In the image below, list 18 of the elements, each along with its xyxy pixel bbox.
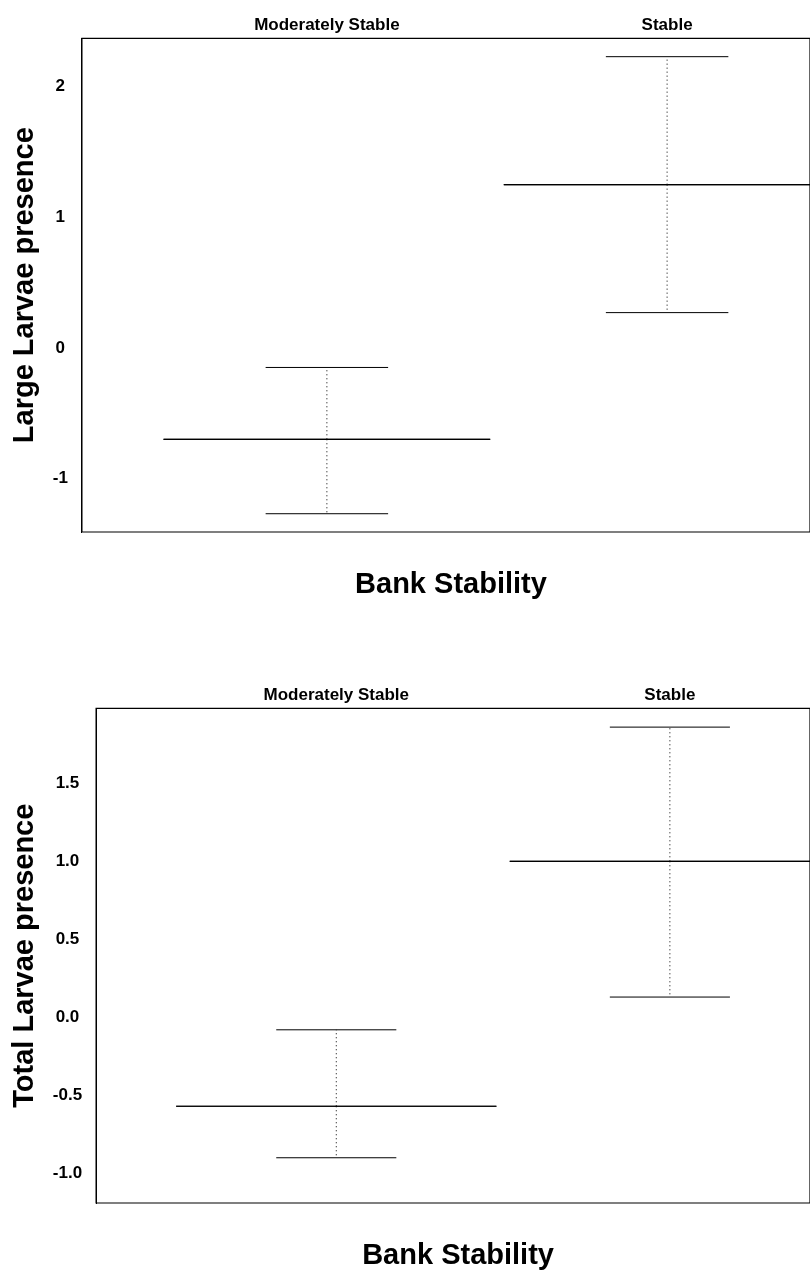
y-tick-label: 0 — [55, 337, 66, 357]
x-tick-label: Moderately Stable — [263, 684, 410, 704]
x-axis-title: Bank Stability — [362, 1238, 554, 1270]
x-tick-label: Moderately Stable — [254, 14, 400, 34]
y-tick-label: -1 — [52, 468, 68, 488]
y-tick-label: 1.5 — [55, 772, 80, 792]
y-tick-label: -1.0 — [52, 1163, 83, 1183]
y-tick-label: 1.0 — [55, 850, 80, 870]
y-tick-label: 2 — [55, 76, 66, 96]
y-tick-label: 0.0 — [55, 1007, 80, 1027]
x-tick-label: Stable — [641, 14, 693, 34]
x-axis-title: Bank Stability — [355, 567, 547, 599]
y-tick-label: 0.5 — [55, 929, 80, 948]
y-axis-title: Total Larvae presence — [7, 803, 40, 1108]
x-tick-label: Stable — [644, 684, 696, 704]
y-tick-label: -0.5 — [52, 1085, 83, 1105]
y-axis-title: Large Larvae presence — [7, 127, 40, 444]
y-tick-label: 1 — [55, 206, 66, 226]
